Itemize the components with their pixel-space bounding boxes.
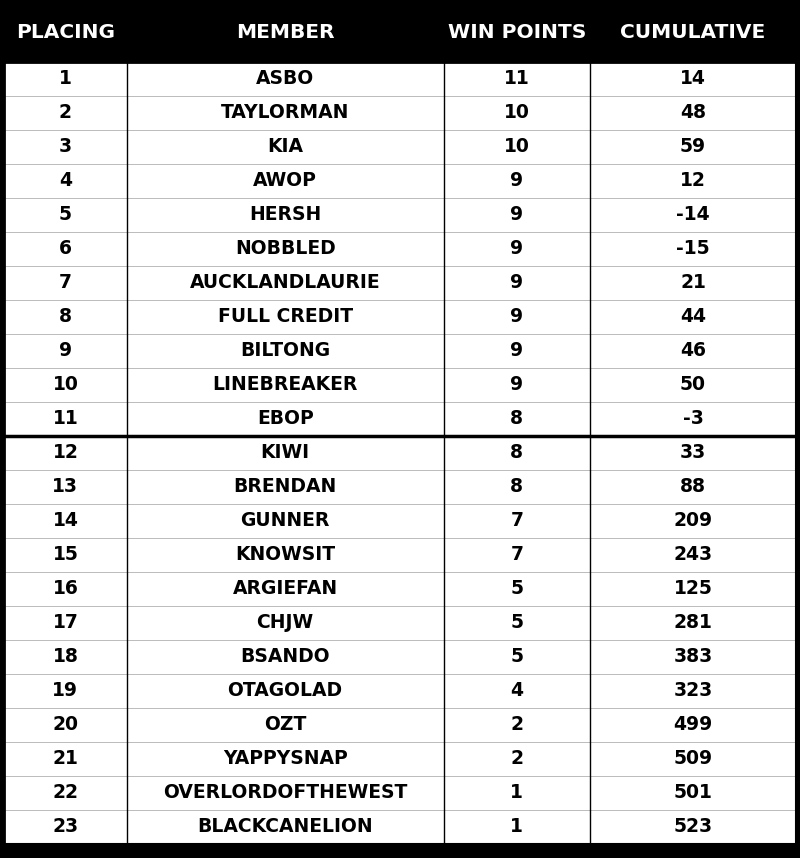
Text: 8: 8 [510, 444, 523, 462]
Text: 523: 523 [674, 818, 713, 837]
Text: 2: 2 [510, 750, 523, 769]
Text: 17: 17 [53, 613, 78, 632]
Text: 4: 4 [59, 172, 72, 190]
Text: 2: 2 [59, 104, 72, 123]
Text: 5: 5 [510, 648, 523, 667]
Text: NOBBLED: NOBBLED [234, 239, 335, 258]
Text: 3: 3 [59, 137, 72, 156]
Text: BLACKCANELION: BLACKCANELION [198, 818, 373, 837]
Text: 9: 9 [510, 239, 523, 258]
Bar [4, 4, 796, 62]
Text: 9: 9 [510, 307, 523, 327]
Text: 1: 1 [510, 818, 523, 837]
Text: 88: 88 [680, 478, 706, 497]
Text: 4: 4 [510, 681, 523, 700]
Text: 243: 243 [674, 546, 713, 565]
Text: 125: 125 [674, 579, 713, 599]
Text: 22: 22 [52, 783, 78, 802]
Text: 9: 9 [510, 341, 523, 360]
Text: KNOWSIT: KNOWSIT [235, 546, 335, 565]
Text: 209: 209 [674, 511, 713, 530]
Text: KIA: KIA [267, 137, 303, 156]
Text: 21: 21 [680, 274, 706, 293]
Text: YAPPYSNAP: YAPPYSNAP [222, 750, 347, 769]
Text: AWOP: AWOP [254, 172, 317, 190]
Text: 5: 5 [510, 579, 523, 599]
Text: GUNNER: GUNNER [241, 511, 330, 530]
Text: 15: 15 [53, 546, 78, 565]
Text: ARGIEFAN: ARGIEFAN [233, 579, 338, 599]
Text: OZT: OZT [264, 716, 306, 734]
Text: 13: 13 [52, 478, 78, 497]
Text: 14: 14 [680, 69, 706, 88]
Text: 59: 59 [680, 137, 706, 156]
Text: 383: 383 [674, 648, 713, 667]
Text: 10: 10 [504, 104, 530, 123]
Text: 1: 1 [510, 783, 523, 802]
Text: 1: 1 [59, 69, 72, 88]
Text: OTAGOLAD: OTAGOLAD [227, 681, 342, 700]
Text: TAYLORMAN: TAYLORMAN [221, 104, 350, 123]
Text: LINEBREAKER: LINEBREAKER [213, 376, 358, 395]
Text: BRENDAN: BRENDAN [234, 478, 337, 497]
Text: 2: 2 [510, 716, 523, 734]
Text: MEMBER: MEMBER [236, 23, 334, 43]
Text: 8: 8 [510, 478, 523, 497]
Text: 8: 8 [59, 307, 72, 327]
Text: 8: 8 [510, 409, 523, 428]
Text: 14: 14 [53, 511, 78, 530]
Text: 20: 20 [52, 716, 78, 734]
Text: 9: 9 [510, 274, 523, 293]
Text: 11: 11 [504, 69, 530, 88]
Text: 9: 9 [510, 206, 523, 225]
Text: HERSH: HERSH [249, 206, 322, 225]
Text: 12: 12 [680, 172, 706, 190]
Text: AUCKLANDLAURIE: AUCKLANDLAURIE [190, 274, 381, 293]
Text: WIN POINTS: WIN POINTS [448, 23, 586, 43]
Text: OVERLORDOFTHEWEST: OVERLORDOFTHEWEST [163, 783, 407, 802]
Text: 11: 11 [53, 409, 78, 428]
Text: BSANDO: BSANDO [240, 648, 330, 667]
Text: -3: -3 [682, 409, 703, 428]
Text: 21: 21 [53, 750, 78, 769]
Text: 48: 48 [680, 104, 706, 123]
Text: ASBO: ASBO [256, 69, 314, 88]
Text: PLACING: PLACING [16, 23, 115, 43]
Text: 7: 7 [510, 546, 523, 565]
Text: 6: 6 [59, 239, 72, 258]
Text: 9: 9 [510, 376, 523, 395]
Text: 18: 18 [53, 648, 78, 667]
Text: 7: 7 [510, 511, 523, 530]
Text: 9: 9 [510, 172, 523, 190]
Text: CHJW: CHJW [257, 613, 314, 632]
Text: KIWI: KIWI [261, 444, 310, 462]
Text: 10: 10 [53, 376, 78, 395]
Text: 23: 23 [52, 818, 78, 837]
Text: 16: 16 [53, 579, 78, 599]
Text: CUMULATIVE: CUMULATIVE [621, 23, 766, 43]
Text: 19: 19 [52, 681, 78, 700]
Text: 7: 7 [59, 274, 72, 293]
Text: 9: 9 [59, 341, 72, 360]
Text: -14: -14 [676, 206, 710, 225]
Text: 46: 46 [680, 341, 706, 360]
Text: 33: 33 [680, 444, 706, 462]
Text: 44: 44 [680, 307, 706, 327]
Text: 323: 323 [674, 681, 713, 700]
Text: 5: 5 [59, 206, 72, 225]
Text: 499: 499 [674, 716, 713, 734]
Text: EBOP: EBOP [257, 409, 314, 428]
Text: -15: -15 [676, 239, 710, 258]
Text: 501: 501 [674, 783, 713, 802]
Text: 50: 50 [680, 376, 706, 395]
Text: FULL CREDIT: FULL CREDIT [218, 307, 353, 327]
Text: 281: 281 [674, 613, 713, 632]
Text: 5: 5 [510, 613, 523, 632]
Text: BILTONG: BILTONG [240, 341, 330, 360]
Text: 509: 509 [674, 750, 713, 769]
Text: 12: 12 [53, 444, 78, 462]
Text: 10: 10 [504, 137, 530, 156]
